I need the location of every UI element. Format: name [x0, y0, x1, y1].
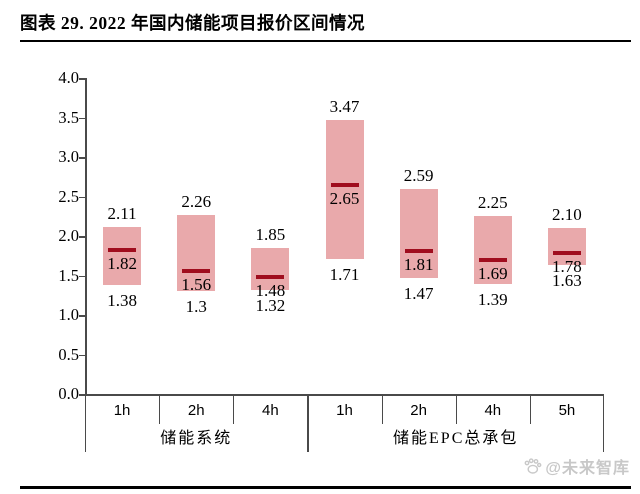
mid-value-label: 1.69: [477, 264, 508, 284]
high-value-label: 2.59: [403, 166, 434, 186]
low-value-label: 1.71: [329, 264, 360, 284]
y-tick-label: 2.5: [58, 186, 79, 206]
high-value-label: 2.10: [552, 205, 582, 225]
paw-icon: [524, 457, 542, 474]
figure-title: 图表 29. 2022 年国内储能项目报价区间情况: [20, 13, 365, 33]
median-dash: [478, 258, 507, 263]
range-bar: [103, 227, 142, 285]
y-tick-label: 0.5: [58, 344, 79, 364]
median-dash: [552, 251, 581, 256]
category-divider: [381, 394, 383, 424]
x-category-label: 2h: [410, 402, 427, 419]
category-divider: [529, 394, 532, 424]
range-bar: [251, 247, 290, 290]
y-tick-label: 3.5: [58, 107, 79, 127]
mid-value-label: 1.56: [181, 274, 212, 294]
range-bar: [399, 189, 438, 278]
range-bar: [547, 228, 586, 266]
y-tick-mark: [79, 117, 85, 119]
range-bar: [325, 119, 364, 259]
high-value-label: 2.25: [477, 193, 508, 213]
x-category-label: 1h: [336, 402, 353, 419]
high-value-label: 2.11: [107, 204, 137, 224]
x-group-label: 储能系统: [160, 430, 233, 447]
x-category-label: 4h: [484, 402, 502, 419]
x-group-label: 储能EPC总承包: [393, 430, 519, 447]
mid-value-label: 1.81: [403, 255, 434, 274]
y-axis-line: [85, 78, 87, 394]
mid-value-label: 1.82: [107, 254, 137, 274]
y-tick-label: 1.0: [58, 305, 79, 324]
watermark: @未来智库: [523, 454, 630, 478]
y-tick-label: 2.0: [58, 226, 79, 245]
low-value-label: 1.32: [255, 295, 286, 315]
group-boundary-line: [307, 394, 309, 452]
mid-value-label: 2.65: [329, 188, 360, 208]
range-bar: [473, 216, 512, 285]
x-axis-line: [85, 394, 604, 396]
watermark-text: @未来智库: [545, 460, 630, 477]
y-tick-mark: [79, 236, 85, 238]
high-value-label: 1.85: [255, 224, 286, 244]
category-divider: [233, 394, 235, 424]
median-dash: [182, 268, 211, 273]
x-category-label: 2h: [187, 402, 205, 419]
high-value-label: 2.26: [181, 192, 212, 212]
category-divider: [455, 394, 457, 424]
y-tick-mark: [79, 394, 85, 396]
low-value-label: 1.47: [403, 283, 434, 303]
y-tick-label: 1.5: [58, 265, 79, 285]
low-value-label: 1.38: [107, 290, 137, 310]
low-value-label: 1.39: [477, 290, 508, 310]
median-dash: [108, 248, 137, 253]
title-underline: [20, 40, 631, 42]
y-tick-mark: [79, 315, 85, 317]
x-category-label: 4h: [262, 402, 279, 419]
low-value-label: 1.3: [185, 297, 207, 317]
x-category-label: 1h: [113, 402, 131, 419]
y-tick-mark: [79, 275, 85, 277]
y-tick-label: 0.0: [58, 384, 79, 403]
x-category-label: 5h: [558, 402, 576, 419]
range-bar: [177, 215, 216, 292]
median-dash: [330, 182, 359, 187]
bottom-rule: [20, 486, 631, 489]
y-tick-mark: [79, 157, 85, 159]
mid-value-label: 1.78: [552, 257, 582, 277]
low-value-label: 1.63: [552, 271, 582, 291]
y-tick-mark: [79, 78, 85, 80]
y-tick-label: 3.0: [58, 147, 79, 166]
median-dash: [404, 249, 433, 253]
group-boundary-line: [602, 394, 604, 452]
median-dash: [256, 275, 285, 280]
mid-value-label: 1.48: [255, 281, 286, 301]
y-tick-mark: [79, 354, 85, 356]
group-boundary-line: [85, 394, 87, 452]
category-divider: [159, 394, 161, 424]
high-value-label: 3.47: [329, 96, 360, 116]
y-tick-label: 4.0: [58, 68, 79, 87]
y-tick-mark: [79, 196, 85, 198]
